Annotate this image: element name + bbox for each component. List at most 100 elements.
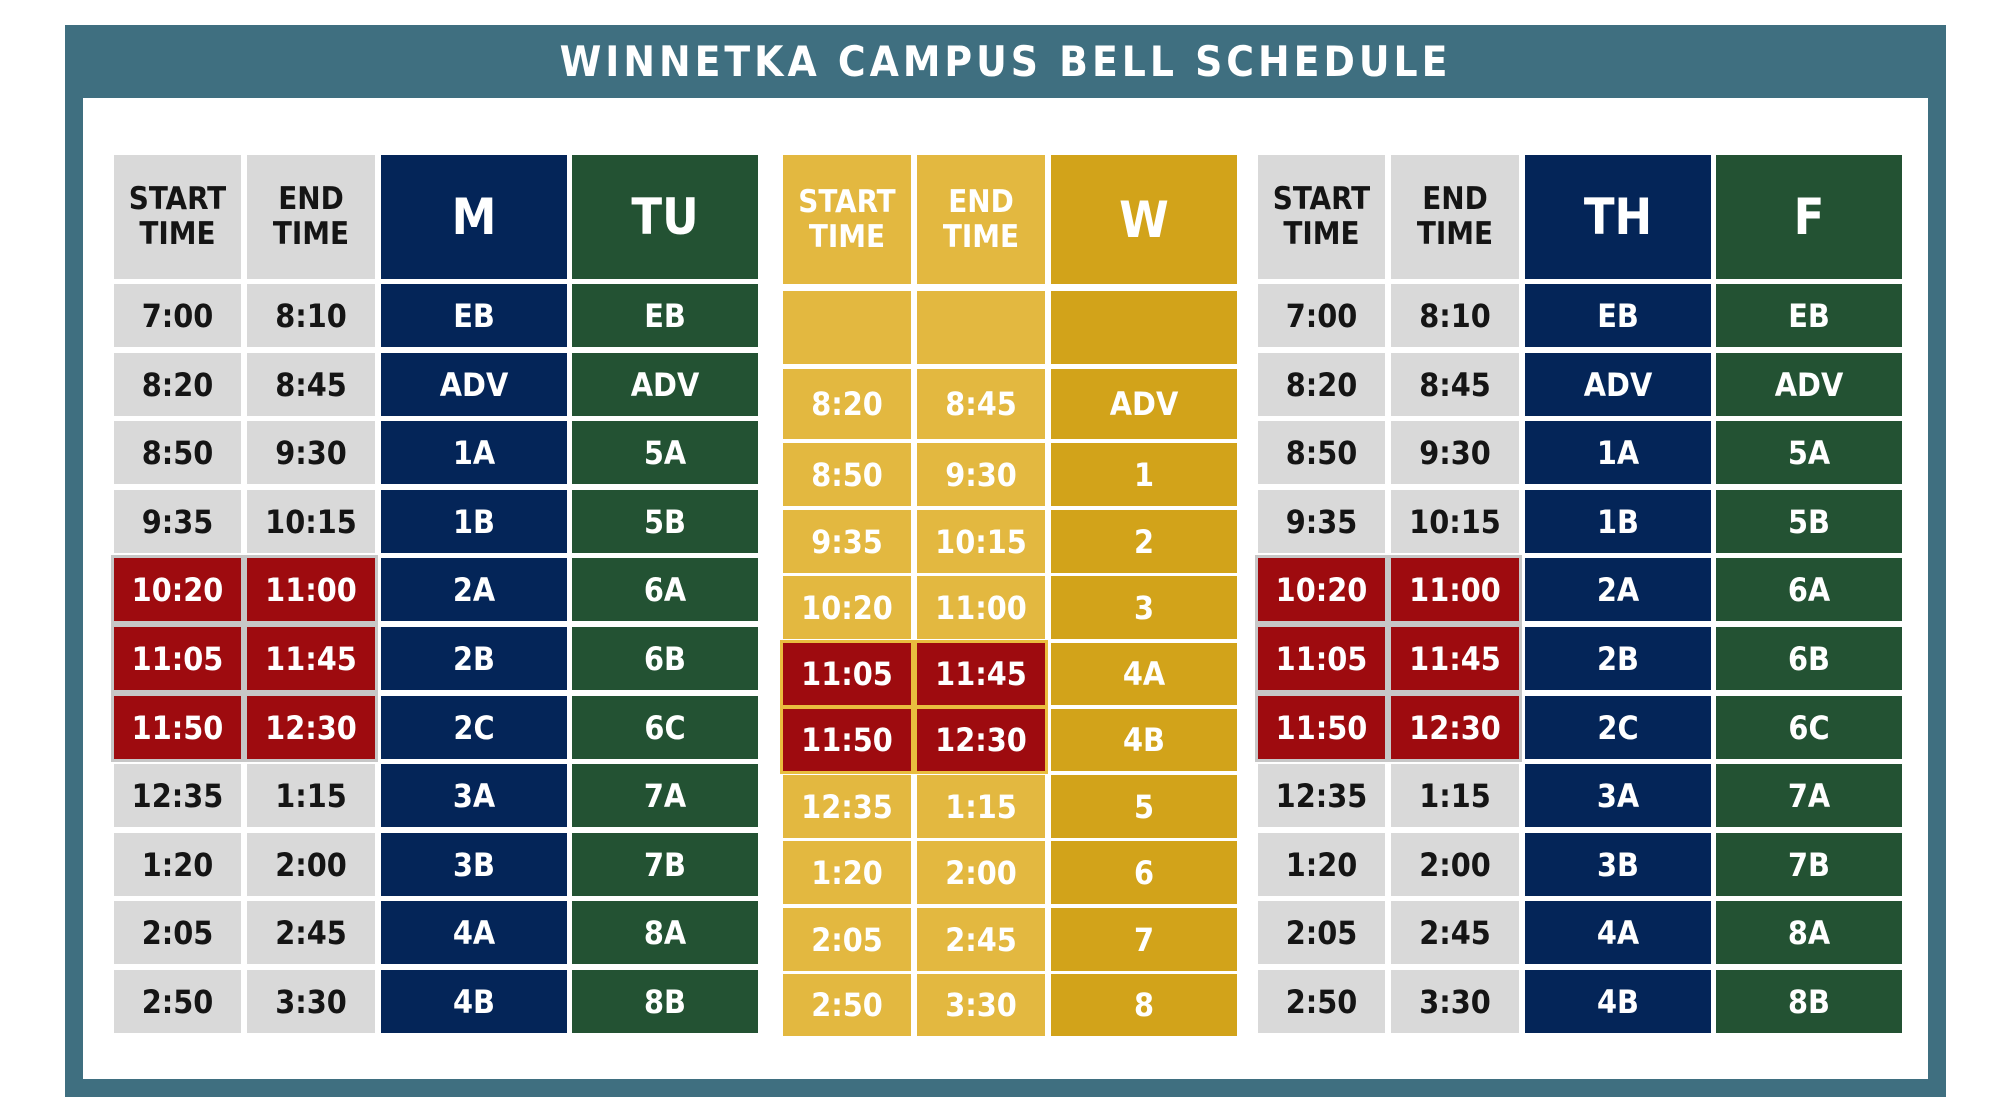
friday-period-cell: ADV (1716, 353, 1902, 416)
header-start-time: START TIME (114, 155, 241, 279)
monday-period-cell: 1B (381, 490, 567, 553)
header-end-time: END TIME (917, 155, 1045, 284)
start-time-cell: 7:00 (114, 284, 241, 347)
end-time-cell: 1:15 (1391, 764, 1519, 827)
thursday-period-cell: 4B (1525, 970, 1711, 1033)
tuesday-period-cell: EB (572, 284, 758, 347)
tuesday-period-cell: 8B (572, 970, 758, 1033)
wednesday-period-cell: 7 (1051, 908, 1237, 971)
monday-period-cell: EB (381, 284, 567, 347)
start-time-cell: 9:35 (114, 490, 241, 553)
start-time-cell: 1:20 (1258, 833, 1385, 896)
tuesday-period-cell: ADV (572, 353, 758, 416)
tuesday-period-cell: 7B (572, 833, 758, 896)
end-time-cell: 9:30 (247, 421, 375, 484)
start-time-cell: 1:20 (783, 841, 911, 904)
tuesday-period-cell: 6A (572, 558, 758, 621)
monday-period-cell: 2C (381, 696, 567, 759)
tuesday-period-cell: 8A (572, 901, 758, 964)
end-time-cell (917, 291, 1045, 364)
end-time-cell: 9:30 (1391, 421, 1519, 484)
end-time-cell: 2:45 (247, 901, 375, 964)
tuesday-period-cell: 5B (572, 490, 758, 553)
start-time-cell: 12:35 (114, 764, 241, 827)
end-time-cell: 10:15 (247, 490, 375, 553)
start-time-cell: 8:50 (114, 421, 241, 484)
tuesday-period-cell: 6B (572, 627, 758, 690)
monday-period-cell: 2B (381, 627, 567, 690)
thursday-period-cell: 2C (1525, 696, 1711, 759)
tuesday-period-cell: 6C (572, 696, 758, 759)
start-time-cell: 11:05 (114, 627, 241, 690)
monday-period-cell: 3A (381, 764, 567, 827)
start-time-cell: 12:35 (1258, 764, 1385, 827)
monday-period-cell: 3B (381, 833, 567, 896)
start-time-cell: 8:50 (783, 443, 911, 506)
header-thursday: TH (1525, 155, 1711, 279)
start-time-cell: 2:50 (783, 974, 911, 1036)
start-time-cell: 2:50 (1258, 970, 1385, 1033)
thursday-period-cell: 2B (1525, 627, 1711, 690)
wednesday-period-cell: 6 (1051, 841, 1237, 904)
start-time-cell: 8:20 (1258, 353, 1385, 416)
friday-period-cell: 6C (1716, 696, 1902, 759)
end-time-cell: 3:30 (1391, 970, 1519, 1033)
end-time-cell: 12:30 (247, 696, 375, 759)
header-start-time: START TIME (783, 155, 911, 284)
wednesday-period-cell: 1 (1051, 443, 1237, 506)
start-time-cell: 7:00 (1258, 284, 1385, 347)
end-time-cell: 11:45 (1391, 627, 1519, 690)
friday-period-cell: 5A (1716, 421, 1902, 484)
header-wednesday: W (1051, 155, 1237, 284)
header-end-time: END TIME (247, 155, 375, 279)
end-time-cell: 8:10 (1391, 284, 1519, 347)
end-time-cell: 8:10 (247, 284, 375, 347)
wednesday-period-cell: 8 (1051, 974, 1237, 1036)
start-time-cell: 2:05 (114, 901, 241, 964)
friday-period-cell: 7B (1716, 833, 1902, 896)
thursday-period-cell: 2A (1525, 558, 1711, 621)
header-monday: M (381, 155, 567, 279)
monday-period-cell: ADV (381, 353, 567, 416)
wednesday-period-cell: 4A (1051, 643, 1237, 705)
tuesday-period-cell: 5A (572, 421, 758, 484)
wednesday-period-cell: ADV (1051, 369, 1237, 439)
end-time-cell: 8:45 (1391, 353, 1519, 416)
end-time-cell: 3:30 (917, 974, 1045, 1036)
end-time-cell: 10:15 (1391, 490, 1519, 553)
end-time-cell: 11:00 (247, 558, 375, 621)
end-time-cell: 10:15 (917, 510, 1045, 573)
start-time-cell: 8:20 (114, 353, 241, 416)
end-time-cell: 2:45 (1391, 901, 1519, 964)
thursday-period-cell: 3A (1525, 764, 1711, 827)
thursday-period-cell: 4A (1525, 901, 1711, 964)
monday-period-cell: 1A (381, 421, 567, 484)
end-time-cell: 1:15 (917, 775, 1045, 838)
thursday-period-cell: 1B (1525, 490, 1711, 553)
end-time-cell: 11:45 (917, 643, 1045, 705)
wednesday-period-cell: 3 (1051, 576, 1237, 639)
start-time-cell: 11:50 (1258, 696, 1385, 759)
start-time-cell: 12:35 (783, 775, 911, 838)
start-time-cell: 10:20 (783, 576, 911, 639)
thursday-period-cell: ADV (1525, 353, 1711, 416)
start-time-cell: 11:05 (783, 643, 911, 705)
start-time-cell: 9:35 (783, 510, 911, 573)
start-time-cell: 2:05 (783, 908, 911, 971)
friday-period-cell: 7A (1716, 764, 1902, 827)
end-time-cell: 2:00 (247, 833, 375, 896)
thursday-period-cell: 1A (1525, 421, 1711, 484)
header-tuesday: TU (572, 155, 758, 279)
end-time-cell: 11:00 (917, 576, 1045, 639)
end-time-cell: 2:00 (917, 841, 1045, 904)
end-time-cell: 2:00 (1391, 833, 1519, 896)
end-time-cell: 2:45 (917, 908, 1045, 971)
end-time-cell: 12:30 (1391, 696, 1519, 759)
friday-period-cell: 8B (1716, 970, 1902, 1033)
end-time-cell: 12:30 (917, 709, 1045, 771)
start-time-cell: 2:50 (114, 970, 241, 1033)
start-time-cell: 1:20 (114, 833, 241, 896)
start-time-cell: 11:50 (114, 696, 241, 759)
monday-period-cell: 2A (381, 558, 567, 621)
friday-period-cell: EB (1716, 284, 1902, 347)
